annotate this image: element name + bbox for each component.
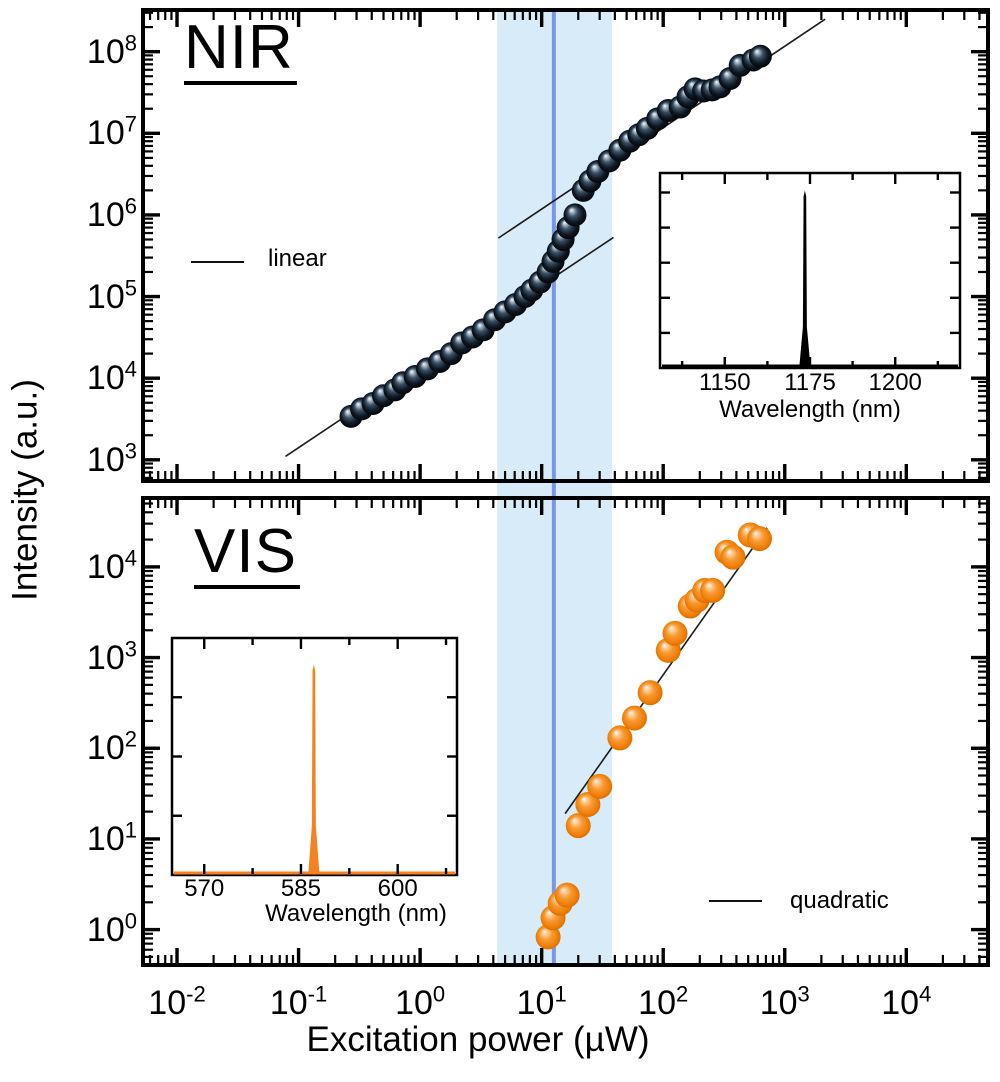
- y-tick-label: 102: [86, 726, 137, 768]
- x-tick-label: 103: [759, 981, 810, 1022]
- y-tick-label: 101: [86, 817, 137, 858]
- x-axis-title: Excitation power (µW): [306, 1020, 650, 1059]
- inset-x-tick-label: 585: [280, 875, 321, 902]
- vis-panel-border: [141, 496, 990, 967]
- vis-inset-xaxis-label: Wavelength (nm): [265, 900, 447, 927]
- y-tick-label: 103: [86, 636, 137, 677]
- inset-x-tick-label: 1150: [698, 369, 751, 396]
- inset-x-tick-label: 1200: [868, 369, 922, 396]
- vis-data-point: [535, 924, 561, 950]
- nir-panel-title: NIR: [184, 17, 297, 85]
- vis-data-point: [575, 791, 601, 817]
- vis-data-point: [747, 526, 773, 552]
- linear-fit-legend-label: linear: [268, 245, 327, 272]
- y-tick-label: 104: [86, 545, 137, 586]
- vis-data-point: [700, 577, 726, 603]
- vis-spectrum-peak: [308, 664, 320, 873]
- y-tick-label: 107: [86, 111, 137, 153]
- inset-x-tick-label: 600: [377, 875, 418, 902]
- vis-data-point: [607, 725, 633, 751]
- x-tick-label: 10-1: [269, 981, 328, 1022]
- x-tick-label: 102: [638, 981, 689, 1022]
- y-tick-label: 108: [86, 30, 137, 71]
- x-tick-label: 100: [395, 981, 446, 1022]
- vis-data-point: [554, 882, 580, 908]
- y-axis-title: Intensity (a.u.): [5, 379, 45, 601]
- nir-data-point: [748, 44, 772, 68]
- quadratic-fit-legend-line: [709, 900, 762, 902]
- vis-data-point: [720, 544, 746, 570]
- y-tick-label: 105: [86, 275, 137, 316]
- quadratic-fit: [564, 527, 768, 815]
- x-tick-label: 101: [516, 981, 567, 1022]
- nir-data-point: [563, 203, 587, 227]
- vis-data-point: [637, 680, 663, 706]
- nir-panel-inset: [658, 171, 962, 370]
- y-tick-label: 100: [86, 908, 137, 949]
- vis-data-point: [565, 813, 591, 839]
- nir-spectrum-peak: [799, 190, 811, 366]
- vis-panel-title: VIS: [194, 521, 300, 589]
- y-tick-label: 103: [86, 438, 137, 479]
- vis-data-point: [662, 620, 688, 646]
- x-tick-label: 104: [881, 981, 932, 1022]
- linear-fit-legend-line: [191, 261, 244, 263]
- inset-x-tick-label: 1175: [784, 369, 836, 396]
- vis-data-point: [587, 773, 613, 799]
- x-tick-label: 10-2: [148, 981, 206, 1022]
- nir-inset-xaxis-label: Wavelength (nm): [719, 396, 901, 423]
- y-tick-label: 104: [86, 356, 137, 398]
- quadratic-fit-legend-label: quadratic: [790, 887, 889, 914]
- nir-panel-border: [141, 8, 990, 483]
- vis-data-point: [621, 705, 647, 731]
- inset-x-tick-label: 570: [184, 875, 225, 902]
- y-tick-label: 106: [86, 193, 137, 234]
